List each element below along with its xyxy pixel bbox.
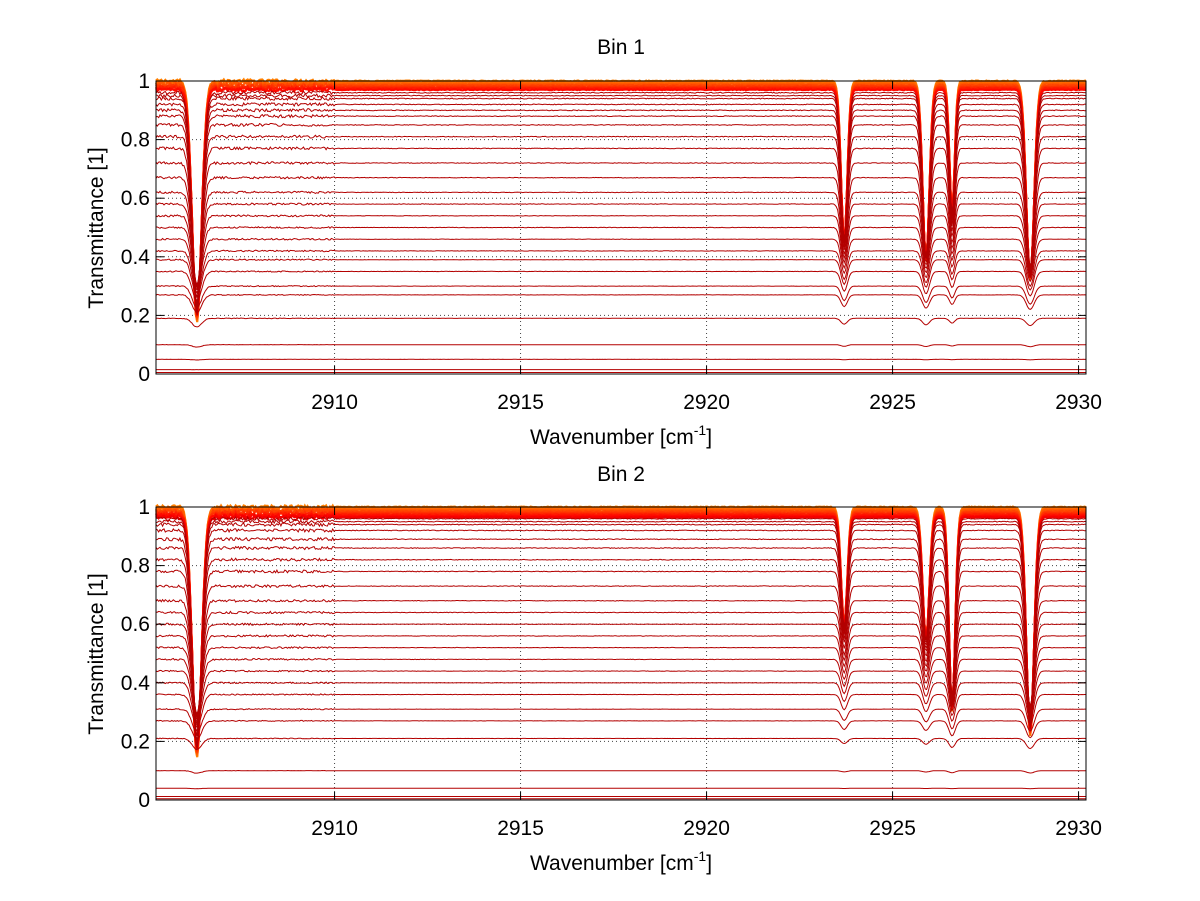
- y-tick-label: 0.6: [121, 187, 150, 210]
- spectrum-line: [155, 634, 1087, 715]
- x-tick-label: 2920: [683, 391, 730, 414]
- x-axis-label-end: ]: [706, 426, 712, 449]
- spectrum-line: [155, 175, 1087, 288]
- y-axis-label: Transmittance [1]: [85, 147, 108, 308]
- plot-bin-2: Bin 2 Transmittance [1] Wavenumber [cm-1…: [85, 463, 1102, 875]
- x-tick-label: 2930: [1055, 391, 1102, 414]
- y-tick-label: 0.4: [121, 246, 151, 269]
- x-tick-label: 2920: [683, 817, 730, 840]
- y-tick-label: 0.6: [121, 613, 150, 636]
- spectrum-line: [155, 584, 1087, 720]
- x-axis-label: Wavenumber [cm-1]: [530, 848, 712, 875]
- spectrum-line: [155, 343, 1086, 348]
- x-axis-label-main: Wavenumber [cm: [530, 852, 694, 875]
- spectrum-line: [155, 317, 1087, 328]
- spectrum-line: [156, 610, 1087, 717]
- spectrum-line: [155, 146, 1087, 291]
- spectrum-line: [155, 737, 1087, 751]
- y-tick-label: 0.2: [121, 730, 150, 753]
- y-tick-label: 0: [138, 363, 150, 386]
- spectrum-line: [155, 646, 1087, 716]
- axes-box: [155, 506, 1087, 801]
- spectrum-line: [155, 202, 1087, 286]
- x-tick-label: 2915: [497, 391, 544, 414]
- spectrum-line: [155, 708, 1086, 735]
- chart-title: Bin 1: [597, 36, 645, 59]
- spectrum-line: [155, 568, 1087, 723]
- y-tick-label: 0.2: [121, 304, 150, 327]
- spectrum-line: [155, 622, 1087, 716]
- spectrum-line: [155, 249, 1086, 294]
- spectrum-line: [155, 769, 1086, 774]
- y-axis-label: Transmittance [1]: [85, 573, 108, 734]
- y-tick-label: 0.4: [121, 672, 151, 695]
- y-tick-label: 1: [138, 70, 150, 93]
- spectrum-line: [155, 545, 1087, 734]
- y-tick-label: 0: [138, 789, 150, 812]
- x-tick-label: 2910: [311, 817, 358, 840]
- y-tick-label: 0.8: [121, 129, 150, 152]
- spectrum-line: [155, 681, 1086, 725]
- spectrum-line: [155, 214, 1087, 287]
- spectrum-line: [155, 190, 1087, 287]
- spectrum-line: [156, 226, 1087, 288]
- plot-area: 2910 2915 2920 2925 2930 0 0.2 0.4 0.6 0.8 1: [121, 70, 1102, 414]
- spectrum-line: [156, 358, 1087, 361]
- spectrum-line: [155, 557, 1087, 729]
- x-tick-label: 2925: [869, 391, 916, 414]
- plot-bin-1: Bin 1 Transmittance [1] Wavenumber [cm-1…: [85, 36, 1102, 449]
- spectrum-line: [155, 657, 1086, 717]
- spectrum-line: [155, 293, 1087, 313]
- spectrum-line: [155, 598, 1087, 719]
- plot-area: 2910 2915 2920 2925 2930 0 0.2 0.4 0.6 0.8 1: [121, 496, 1102, 840]
- spectrum-line: [155, 270, 1086, 302]
- x-axis-label: Wavenumber [cm-1]: [530, 422, 712, 449]
- axes-box: [155, 80, 1087, 375]
- x-tick-label: 2925: [869, 817, 916, 840]
- spectrum-line: [155, 719, 1087, 740]
- x-axis-label-end: ]: [706, 852, 712, 875]
- x-axis-label-exponent: -1: [694, 848, 707, 864]
- spectrum-line: [155, 693, 1086, 728]
- spectrum-line: [155, 258, 1087, 298]
- spectrum-line: [155, 161, 1087, 289]
- x-tick-label: 2930: [1055, 817, 1102, 840]
- x-axis-label-exponent: -1: [694, 422, 707, 438]
- spectrum-line: [155, 284, 1087, 309]
- spectrum-line: [155, 237, 1087, 290]
- chart-title: Bin 2: [597, 463, 645, 486]
- x-tick-label: 2915: [497, 817, 544, 840]
- y-tick-label: 0.8: [121, 555, 150, 578]
- x-axis-label-main: Wavenumber [cm: [530, 426, 694, 449]
- spectrum-line: [156, 787, 1086, 790]
- y-tick-label: 1: [138, 496, 150, 519]
- spectrum-line: [155, 669, 1086, 720]
- x-tick-label: 2910: [311, 391, 358, 414]
